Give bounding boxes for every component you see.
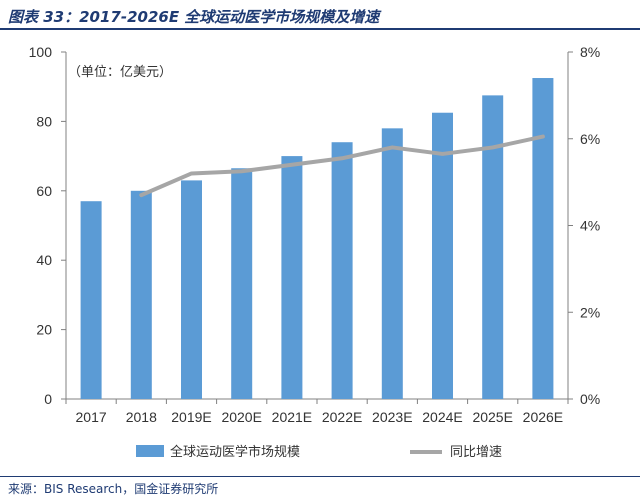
- x-tick-label: 2026E: [523, 409, 563, 425]
- x-tick-label: 2024E: [422, 409, 462, 425]
- y-left-tick-label: 0: [44, 391, 52, 407]
- bar: [130, 190, 152, 399]
- bar: [181, 180, 202, 399]
- y-right-tick-label: 6%: [580, 131, 600, 147]
- bar: [80, 201, 102, 399]
- legend-bar-label: 全球运动医学市场规模: [170, 444, 300, 459]
- x-tick-label: 2023E: [372, 409, 412, 425]
- chart: 0 20 40 60 80 100 0% 2% 4% 6% 8% （单位：亿美元） 2017 2018 20…: [29, 44, 601, 459]
- y-left-tick-label: 40: [36, 252, 52, 268]
- bar: [381, 128, 403, 399]
- bar: [482, 95, 504, 399]
- y-right-tick-label: 8%: [580, 44, 600, 60]
- y-left-tick-label: 60: [36, 183, 52, 199]
- x-tick-label: 2017: [76, 409, 107, 425]
- title-bar: 图表 33：2017-2026E 全球运动医学市场规模及增速: [0, 0, 640, 30]
- chart-title: 图表 33：2017-2026E 全球运动医学市场规模及增速: [8, 8, 380, 26]
- source-note: 来源：BIS Research，国金证券研究所: [8, 482, 219, 496]
- legend-line-label: 同比增速: [450, 444, 502, 459]
- y-right-tick-label: 2%: [580, 304, 600, 320]
- bar: [231, 168, 253, 399]
- x-tick-label: 2022E: [322, 409, 362, 425]
- y-left-tick-label: 100: [29, 44, 53, 60]
- y-right-tick-label: 0%: [580, 391, 600, 407]
- y-right-tick-label: 4%: [580, 218, 600, 234]
- x-tick-label: 2019E: [171, 409, 211, 425]
- y-left-tick-label: 20: [36, 322, 52, 338]
- unit-note: （单位：亿美元）: [68, 64, 172, 79]
- legend-bar-swatch: [136, 445, 164, 457]
- bar: [432, 112, 453, 399]
- bar: [532, 78, 554, 400]
- x-tick-label: 2020E: [221, 409, 261, 425]
- bar: [331, 142, 353, 399]
- x-tick-label: 2021E: [272, 409, 312, 425]
- bar: [281, 156, 303, 399]
- x-tick-label: 2018: [126, 409, 157, 425]
- y-left-tick-label: 80: [36, 113, 52, 129]
- x-tick-label: 2025E: [472, 409, 512, 425]
- source-bar: 来源：BIS Research，国金证券研究所: [0, 476, 640, 498]
